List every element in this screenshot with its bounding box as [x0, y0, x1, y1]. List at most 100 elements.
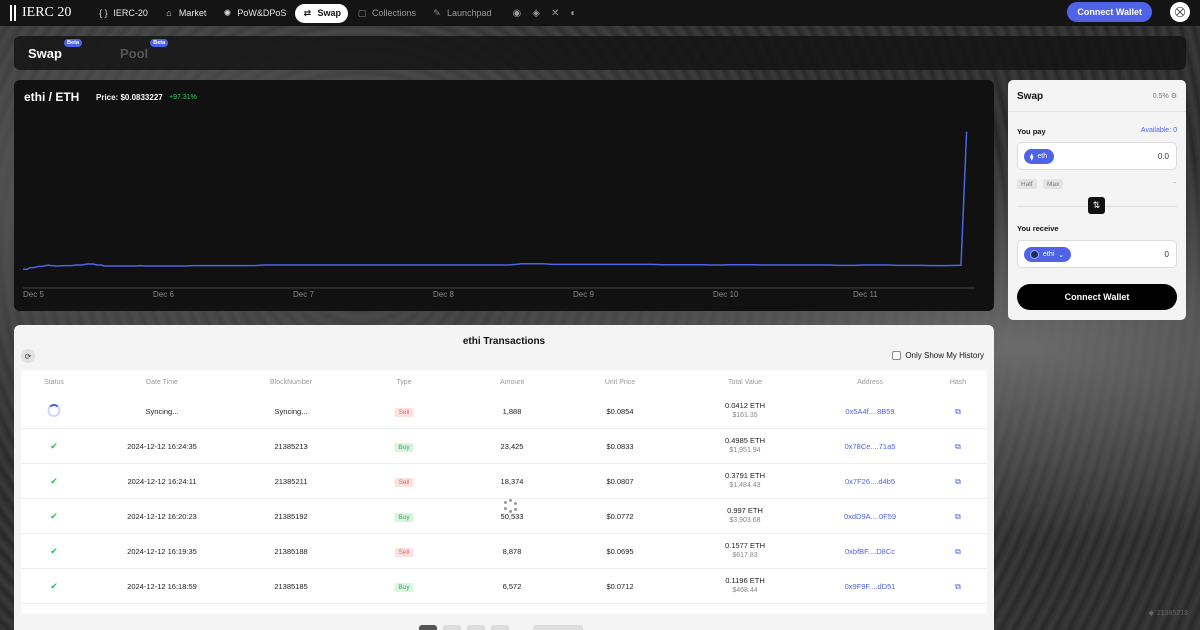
address-link[interactable]: 0xbfBF....D8Cc — [844, 547, 896, 556]
gitbook-icon[interactable]: ◈ — [532, 7, 540, 19]
block-number-cell: 21385188 — [274, 547, 308, 556]
table-row[interactable]: ✔ 2024-12-12 16:19:35 21385188 Sell 8,878 $0.… — [21, 534, 987, 569]
external-link-icon[interactable]: ⧉ — [955, 407, 961, 416]
date-time-cell: 2024-12-12 16:24:11 — [127, 477, 197, 486]
type-cell: Buy — [394, 582, 414, 592]
slippage-value: 0.5% — [1152, 93, 1169, 100]
page-button[interactable] — [443, 625, 461, 630]
refresh-icon: ⟳ — [24, 351, 32, 361]
receive-amount: 0 — [1164, 250, 1169, 259]
pay-amount-input[interactable]: 0.0 — [1157, 152, 1169, 161]
block-number-cell: 21385211 — [274, 477, 308, 486]
nav-item-pow-dpos[interactable]: ✺ PoW&DPoS — [215, 4, 293, 23]
connect-wallet-swap-button[interactable]: Connect Wallet — [1017, 284, 1177, 310]
nav-item-label: Collections — [371, 8, 416, 18]
x-tick-label: Dec 10 — [713, 290, 739, 299]
total-eth: 0.4985 ETH — [724, 436, 766, 445]
slippage-setting[interactable]: 0.5% ⚙ — [1153, 92, 1177, 100]
nav-item-launchpad[interactable]: ✎ Launchpad — [425, 4, 499, 23]
x-tick-label: Dec 6 — [153, 290, 174, 299]
refresh-button[interactable]: ⟳ — [21, 349, 35, 363]
transactions-panel: ethi Transactions ⟳ Only Show My History… — [14, 325, 994, 630]
type-cell: Buy — [394, 442, 414, 452]
nav-item-collections[interactable]: ▢ Collections — [350, 4, 423, 23]
page-button[interactable] — [467, 625, 485, 630]
tab-swap[interactable]: Swap Beta — [28, 38, 82, 61]
only-my-history-label: Only Show My History — [905, 351, 984, 360]
page-button[interactable] — [419, 625, 437, 630]
price-chart[interactable]: Dec 5 Dec 6 Dec 7 Dec 8 Dec 9 Dec 10 Dec 11 — [14, 80, 994, 311]
date-time-cell: Syncing... — [145, 407, 179, 416]
external-link-icon[interactable]: ⧉ — [955, 512, 961, 521]
half-button[interactable]: Half — [1017, 179, 1037, 189]
confirmed-check-icon: ✔ — [50, 476, 58, 486]
braces-icon: { } — [99, 8, 108, 18]
confirmed-check-icon: ✔ — [50, 441, 58, 451]
table-row[interactable]: ✔ 2024-12-12 16:24:35 21385213 Buy 23,425 $0.… — [21, 429, 987, 464]
nav-item-ierc20[interactable]: { } IERC-20 — [91, 4, 155, 22]
loading-indicator — [504, 499, 518, 513]
table-row[interactable]: ✔ 2024-12-12 16:20:23 21385192 Buy 50,533 $0.… — [21, 499, 987, 534]
max-button[interactable]: Max — [1043, 179, 1064, 189]
amount-cell: 50,533 — [500, 512, 524, 521]
address-link[interactable]: 0x5A4f....8B59 — [845, 407, 895, 416]
total-eth: 0.1196 ETH — [725, 576, 765, 585]
nav-item-label: PoW&DPoS — [237, 8, 287, 18]
pagination — [419, 625, 583, 630]
connect-wallet-button[interactable]: Connect Wallet — [1067, 2, 1152, 22]
page-button[interactable] — [491, 625, 509, 630]
x-tick-label: Dec 8 — [433, 290, 454, 299]
page-size-select[interactable] — [533, 625, 583, 630]
external-link-icon[interactable]: ⧉ — [955, 547, 961, 556]
checkbox[interactable] — [892, 351, 902, 360]
nav-item-swap[interactable]: ⇄ Swap — [295, 3, 348, 23]
transactions-table: Status Date Time BlockNumber Type Amount… — [21, 370, 987, 614]
status-cell: ✔ — [50, 581, 58, 592]
type-cell: Buy — [394, 512, 414, 522]
address-link[interactable]: 0x78Ce....71a5 — [844, 442, 896, 451]
external-link-icon[interactable]: ⧉ — [955, 582, 961, 591]
github-icon[interactable]: ◉ — [512, 7, 522, 19]
date-time-cell: 2024-12-12 16:20:23 — [127, 512, 197, 521]
receive-input-box[interactable]: ethi ⌄ 0 — [1017, 240, 1177, 268]
pay-input-box[interactable]: ⧫ eth 0.0 — [1017, 142, 1177, 170]
price-chart-panel: Dec 5 Dec 6 Dec 7 Dec 8 Dec 9 Dec 10 Dec 11 et… — [14, 80, 994, 311]
total-usd: $161.35 — [732, 412, 758, 419]
type-badge: Buy — [394, 513, 414, 522]
receive-token-selector[interactable]: ethi ⌄ — [1024, 247, 1072, 262]
flip-direction-button[interactable]: ⇅ — [1088, 197, 1105, 214]
x-twitter-icon[interactable]: ✕ — [550, 7, 560, 19]
tab-pool[interactable]: Pool Beta — [120, 38, 169, 61]
type-badge: Sell — [394, 408, 414, 417]
logo[interactable]: IERC 20 — [10, 5, 71, 21]
block-number-cell: 21385192 — [274, 512, 308, 521]
type-cell: Sell — [394, 547, 414, 557]
transactions-title: ethi Transactions — [462, 336, 546, 347]
external-link-icon[interactable]: ⧉ — [955, 477, 961, 486]
price-change: +97.31% — [169, 94, 197, 101]
only-my-history-toggle[interactable]: Only Show My History — [892, 351, 984, 360]
block-number-cell: Syncing... — [274, 407, 308, 416]
table-row[interactable]: Syncing... Syncing... Sell 1,888 $0.0854 0.04… — [21, 394, 987, 429]
total-eth: 0.3791 ETH — [724, 471, 766, 480]
table-row[interactable]: ✔ 2024-12-12 16:24:11 21385211 Sell 18,374 $0… — [21, 464, 987, 499]
pay-token-selector[interactable]: ⧫ eth — [1024, 149, 1055, 164]
status-cell — [47, 404, 61, 419]
table-row[interactable]: ✔ 2024-12-12 16:18:59 21385185 Buy 6,572 $0.0… — [21, 569, 987, 604]
x-tick-label: Dec 11 — [853, 290, 878, 299]
nav-item-market[interactable]: ⌂ Market — [157, 4, 214, 22]
address-link[interactable]: 0x9F9F....dD51 — [844, 582, 896, 591]
x-tick-label: Dec 9 — [573, 290, 594, 299]
pay-token-symbol: eth — [1037, 153, 1048, 160]
social-links: ◉ ◈ ✕ ◐ — [513, 8, 577, 19]
address-link[interactable]: 0x7F26....d4b5 — [844, 477, 896, 486]
x-tick-label: Dec 7 — [293, 290, 314, 299]
cart-button[interactable]: ⛒ — [1170, 2, 1190, 22]
amount-cell: 6,572 — [502, 582, 522, 591]
block-number-indicator: ◆ 21385218 — [1148, 609, 1188, 618]
swap-panel: Swap 0.5% ⚙ You pay Available: 0 ⧫ eth 0… — [1008, 80, 1186, 320]
address-link[interactable]: 0xdD9A....0F59 — [843, 512, 897, 521]
external-link-icon[interactable]: ⧉ — [955, 442, 961, 451]
discord-icon[interactable]: ◐ — [570, 7, 577, 19]
unit-price-cell: $0.0695 — [606, 547, 634, 556]
